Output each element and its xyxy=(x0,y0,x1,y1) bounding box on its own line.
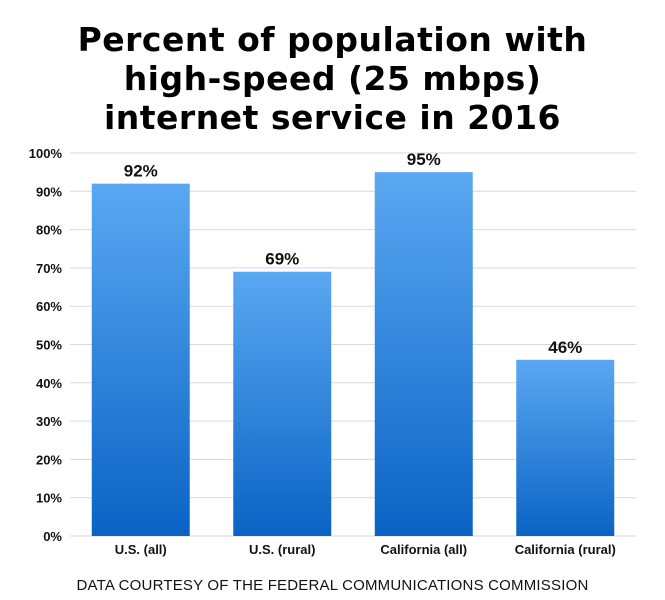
x-tick-label-3: California (rural) xyxy=(515,542,616,557)
y-tick-label-20: 20% xyxy=(36,452,62,467)
y-tick-label-80: 80% xyxy=(36,223,62,238)
chart-title-line-3: internet service in 2016 xyxy=(103,98,562,137)
y-tick-label-50: 50% xyxy=(36,338,62,353)
data-source-credit: DATA COURTESY OF THE FEDERAL COMMUNICATI… xyxy=(76,577,589,594)
y-tick-label-0: 0% xyxy=(43,529,62,544)
bars xyxy=(91,172,615,536)
bar-1 xyxy=(233,271,332,536)
chart-title-line-2: high-speed (25 mbps) xyxy=(123,59,542,98)
bar-2 xyxy=(374,172,473,536)
y-tick-label-70: 70% xyxy=(36,261,62,276)
x-axis-tick-labels: U.S. (all) U.S. (rural) California (all) Ca… xyxy=(115,542,616,557)
y-axis-tick-labels: 0% 10% 20% 30% 40% 50% 60% 70% 80% 90% 100% xyxy=(29,146,63,544)
y-tick-label-40: 40% xyxy=(36,376,62,391)
value-label-0: 92% xyxy=(124,162,158,181)
x-tick-label-1: U.S. (rural) xyxy=(249,542,315,557)
chart-title: Percent of population with high-speed (2… xyxy=(0,20,665,137)
bar-0 xyxy=(91,183,190,536)
x-tick-label-0: U.S. (all) xyxy=(115,542,167,557)
y-tick-label-100: 100% xyxy=(29,146,63,161)
y-tick-label-30: 30% xyxy=(36,414,62,429)
value-label-3: 46% xyxy=(548,338,582,357)
x-tick-label-2: California (all) xyxy=(380,542,467,557)
value-labels: 92% 69% 95% 46% xyxy=(124,150,583,357)
value-label-1: 69% xyxy=(265,250,299,269)
bar-3 xyxy=(516,359,615,536)
y-tick-label-90: 90% xyxy=(36,184,62,199)
value-label-2: 95% xyxy=(407,150,441,169)
y-tick-label-60: 60% xyxy=(36,299,62,314)
chart-title-line-1: Percent of population with xyxy=(77,20,588,59)
y-tick-label-10: 10% xyxy=(36,491,62,506)
